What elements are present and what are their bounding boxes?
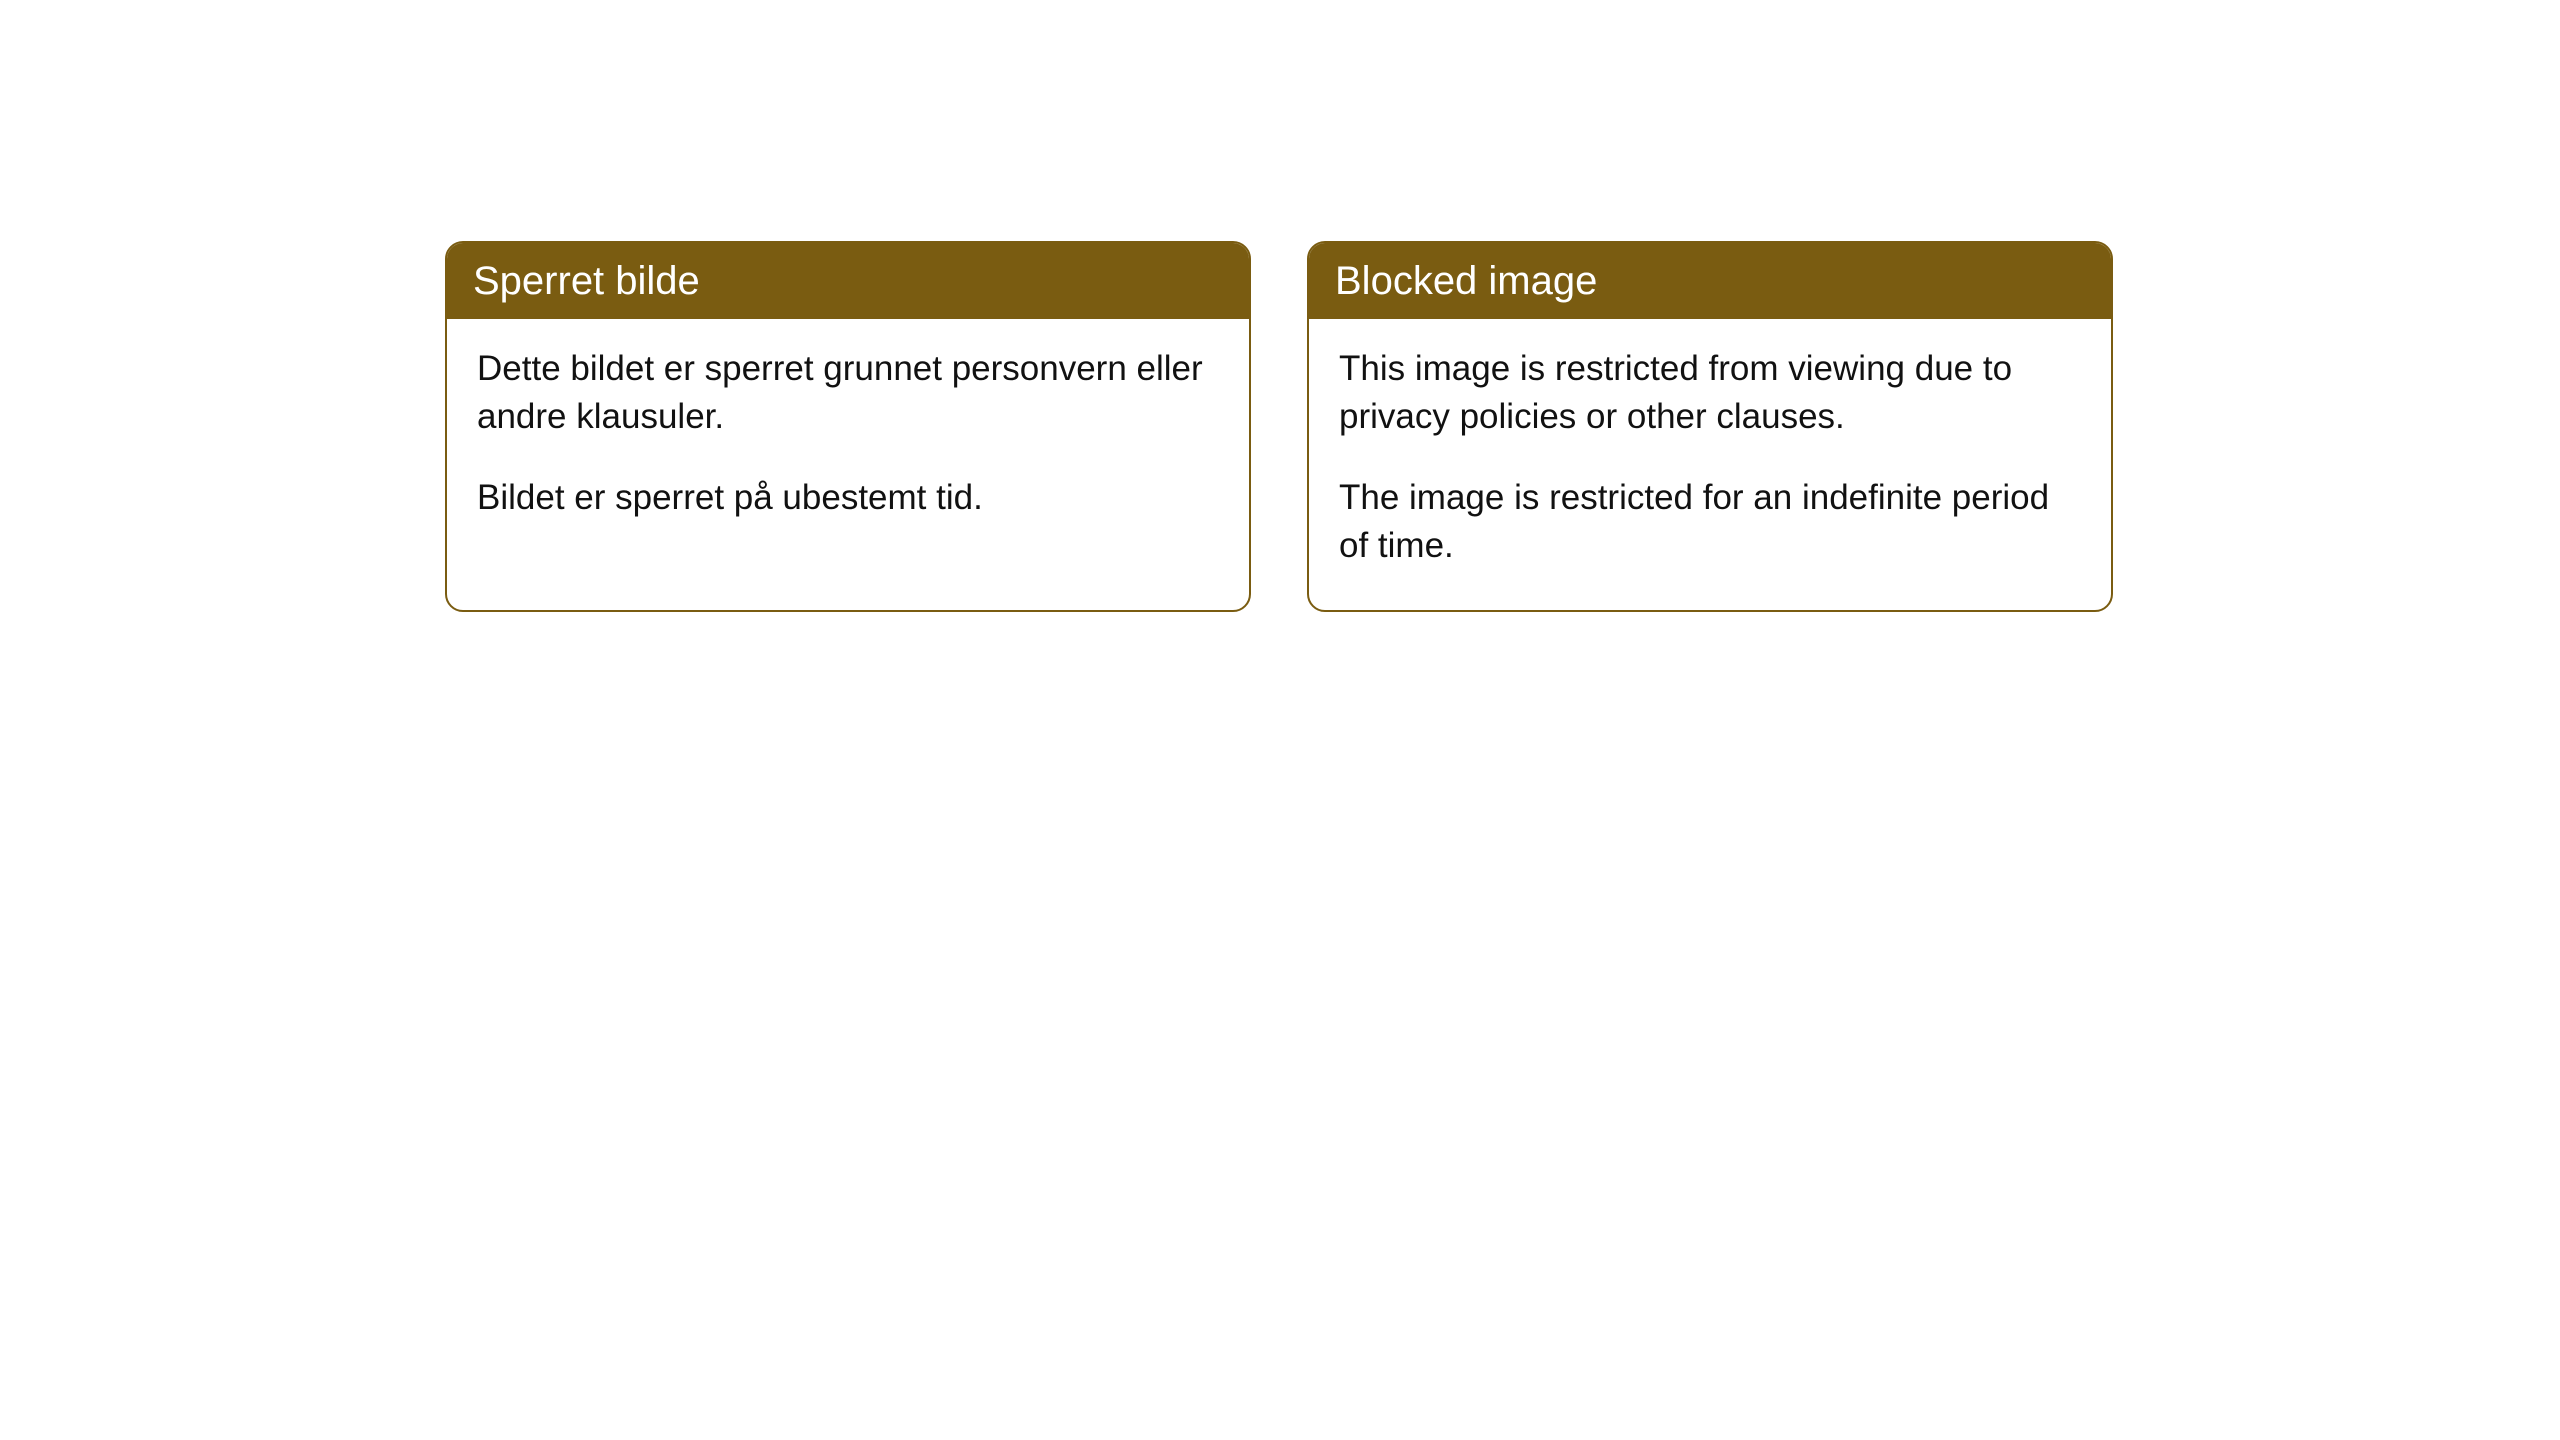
card-paragraph: Bildet er sperret på ubestemt tid. — [477, 474, 1219, 522]
card-header: Blocked image — [1309, 243, 2111, 319]
blocked-image-card-norwegian: Sperret bilde Dette bildet er sperret gr… — [445, 241, 1251, 612]
card-paragraph: The image is restricted for an indefinit… — [1339, 474, 2081, 571]
card-title: Sperret bilde — [473, 259, 700, 303]
card-paragraph: This image is restricted from viewing du… — [1339, 345, 2081, 442]
blocked-image-card-english: Blocked image This image is restricted f… — [1307, 241, 2113, 612]
card-header: Sperret bilde — [447, 243, 1249, 319]
card-body: This image is restricted from viewing du… — [1309, 319, 2111, 610]
notice-cards-container: Sperret bilde Dette bildet er sperret gr… — [0, 0, 2560, 612]
card-title: Blocked image — [1335, 259, 1597, 303]
card-body: Dette bildet er sperret grunnet personve… — [447, 319, 1249, 562]
card-paragraph: Dette bildet er sperret grunnet personve… — [477, 345, 1219, 442]
